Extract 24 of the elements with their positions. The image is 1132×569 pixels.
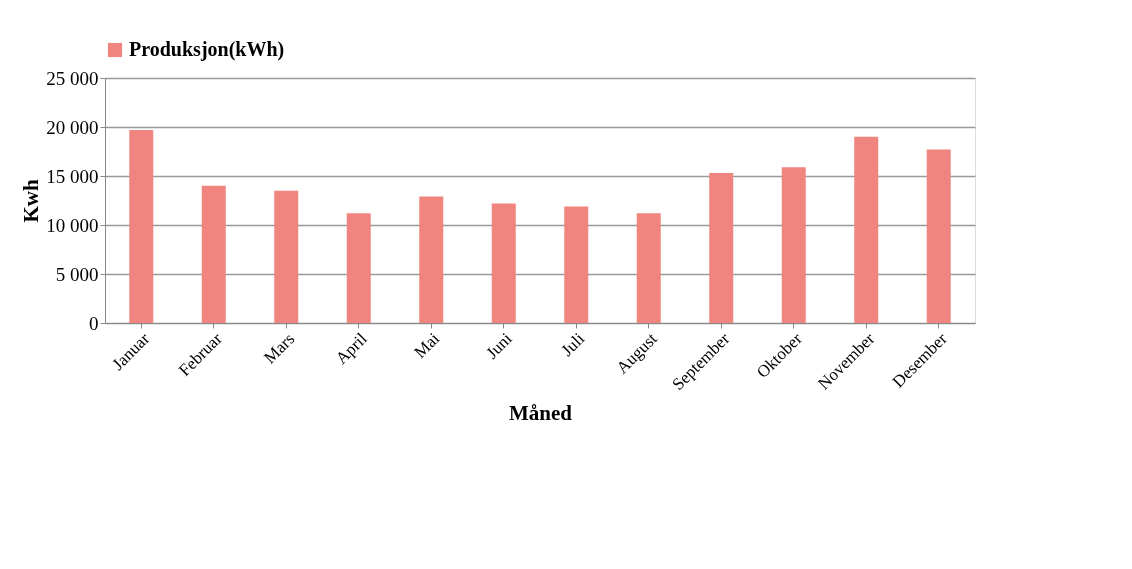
y-tick-label: 25 000 — [46, 67, 99, 89]
x-tick-label: Juni — [482, 328, 516, 363]
bar — [274, 190, 299, 323]
bar — [781, 167, 806, 323]
bar — [564, 206, 589, 323]
legend-label: Produksjon(kWh) — [129, 38, 285, 61]
bar — [926, 149, 951, 323]
y-axis-title: Kwh — [19, 179, 44, 223]
bar — [419, 196, 444, 323]
y-tick-label: 15 000 — [46, 165, 99, 187]
x-axis-title: Måned — [509, 401, 573, 426]
y-tick-label: 20 000 — [46, 116, 99, 138]
bar — [709, 173, 734, 323]
y-tick-label: 0 — [89, 312, 99, 334]
x-tick-label: Juli — [557, 328, 589, 360]
y-tick-label: 5 000 — [55, 263, 99, 285]
bar — [491, 203, 516, 323]
bar — [346, 213, 371, 323]
bar — [636, 213, 661, 323]
bar — [854, 136, 879, 323]
x-tick-label: Mai — [410, 328, 444, 362]
bar — [129, 129, 154, 323]
bar — [201, 185, 226, 323]
y-tick-label: 10 000 — [46, 214, 99, 236]
